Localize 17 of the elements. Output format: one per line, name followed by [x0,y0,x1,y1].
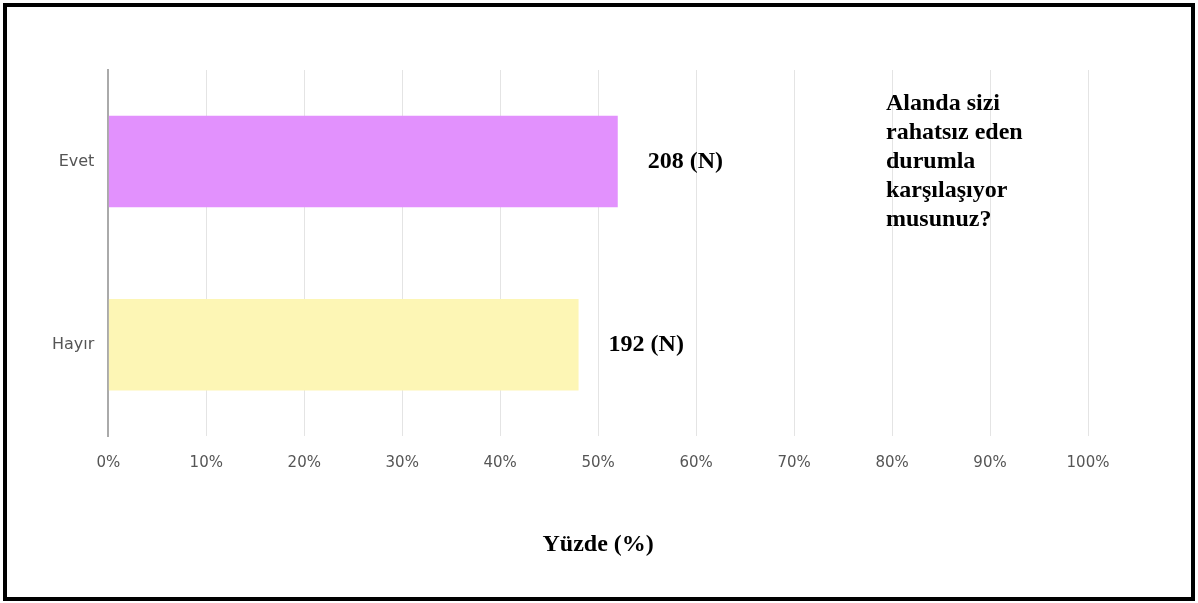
annotation: 192 (N) [608,329,684,356]
x-axis-title: Yüzde (%) [542,529,654,556]
x-tick-label: 0% [96,453,121,472]
x-tick-label: 10% [189,453,223,472]
x-tick-label: 90% [973,453,1007,472]
annotation: 208 (N) [647,146,724,173]
x-tick-label: 60% [679,453,713,472]
x-tick-label: 70% [777,453,811,472]
x-tick-label: 80% [875,453,909,472]
y-tick-label: Evet [58,150,95,170]
x-tick-label: 100% [1066,453,1110,472]
x-tick-label: 20% [287,453,321,472]
text: Alanda sizi rahatsız eden durumla karşılaşıyor musunuz? [886,88,1024,233]
x-tick-label: 40% [483,453,517,472]
x-tick-label: 30% [385,453,419,472]
y-tick-label: Hayır [52,333,95,353]
x-tick-label: 50% [581,453,615,472]
